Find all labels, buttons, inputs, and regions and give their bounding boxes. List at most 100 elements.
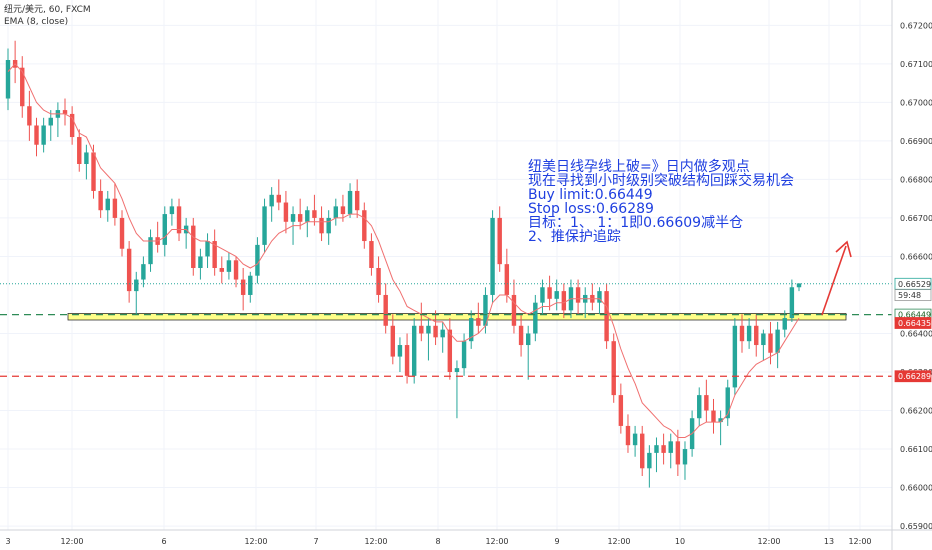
candle-body (269, 194, 274, 207)
candle-body (41, 125, 46, 145)
time-tick-label: 12:00 (60, 537, 83, 546)
candle-body (725, 387, 730, 419)
price-label-box (894, 289, 932, 302)
price-tick-label: 0.67200 (900, 21, 932, 30)
candle-body (148, 237, 153, 265)
candle (255, 237, 260, 284)
candle-body (704, 395, 709, 411)
price-axis[interactable]: 0.67200 0.67100 0.67000 0.66900 0.66800 0.667… (891, 0, 932, 550)
candle-body (126, 248, 132, 292)
candle-body (297, 214, 303, 222)
price-label-box (894, 370, 932, 383)
candle (525, 325, 531, 380)
candle (112, 183, 118, 226)
chart-legend: 纽元/美元, 60, FXCM EMA (8, close) (4, 4, 91, 28)
candle-body (668, 441, 673, 453)
time-tick-label: 7 (313, 537, 318, 546)
candle (148, 229, 153, 272)
candle-body (490, 217, 495, 295)
candle-body (711, 410, 716, 423)
candle-body (732, 325, 738, 388)
candle (5, 48, 11, 111)
price-tick-label: 0.67000 (900, 98, 932, 107)
candle (640, 425, 645, 476)
candle-body (276, 194, 282, 203)
price-tick-label: 0.66200 (900, 407, 932, 416)
candle (119, 210, 125, 257)
candle-body (48, 117, 53, 126)
candle-body (383, 294, 388, 326)
time-tick-label: 12:00 (757, 537, 780, 546)
candle-body (675, 441, 681, 465)
candle (433, 310, 438, 346)
time-axis[interactable]: 3 12:00 6 12:00 7 12:00 8 12:00 9 12:00 10 12:00 13 1… (0, 529, 932, 546)
candle-body (575, 287, 581, 303)
price-tick-label: 0.65900 (900, 522, 932, 531)
candle (48, 110, 53, 141)
candle (404, 333, 410, 384)
candle-body (105, 198, 110, 211)
candle (668, 433, 673, 469)
candle (761, 329, 766, 361)
candle (20, 56, 25, 118)
candle-body (134, 279, 139, 292)
candle (283, 190, 289, 234)
candle-body (248, 275, 253, 295)
candle-body (654, 445, 659, 453)
candle (618, 383, 624, 434)
candle-body (476, 318, 481, 326)
candle-body (205, 241, 210, 257)
candle (212, 229, 217, 276)
candle (169, 198, 175, 226)
candle-body (504, 264, 510, 295)
candle (69, 106, 75, 145)
candle (647, 445, 652, 488)
candle (504, 248, 510, 303)
candle-body (191, 225, 196, 268)
candle (340, 194, 346, 222)
candle (34, 117, 39, 157)
candle-body (761, 333, 766, 346)
candle-body (326, 217, 331, 234)
time-tick-label: 12:00 (485, 537, 508, 546)
candle (354, 179, 360, 218)
candle (632, 425, 638, 457)
candle-body (198, 256, 203, 268)
candle-body (561, 291, 567, 311)
candle (126, 241, 132, 303)
candle-body (20, 67, 25, 107)
candle (454, 360, 460, 419)
candle (597, 287, 602, 315)
candle-body (647, 452, 652, 469)
annotation-line-2: 现在寻找到小时级别突破结构回踩交易机会 (528, 173, 794, 189)
candle-body (661, 445, 666, 453)
price-level-lines (0, 283, 892, 377)
candle-body (240, 279, 246, 295)
candle-body (219, 268, 224, 272)
arrow-shaft (821, 245, 847, 316)
time-tick-label: 12:00 (364, 537, 387, 546)
candle (440, 321, 445, 353)
price-label-text: 0.66529 (898, 280, 931, 289)
candle-body (141, 264, 146, 280)
candle (276, 179, 282, 211)
candle-body (597, 291, 602, 303)
candle-body (283, 202, 289, 222)
candle-body (369, 241, 374, 268)
candle (511, 279, 517, 334)
annotation-line-5: 目标：1、 1：1即0.66609减半仓 (528, 215, 744, 231)
price-label-current: 0.66529 (894, 277, 932, 290)
candle-body (27, 106, 32, 126)
candle-body (77, 137, 82, 164)
candle-body (226, 260, 232, 272)
candle-body (404, 345, 410, 376)
time-tick-label: 6 (161, 537, 166, 546)
time-tick-label: 3 (5, 537, 10, 546)
candle-body (262, 206, 267, 245)
candle (62, 98, 68, 126)
candle-body (376, 268, 381, 295)
candle (183, 217, 189, 249)
candle (775, 321, 780, 369)
